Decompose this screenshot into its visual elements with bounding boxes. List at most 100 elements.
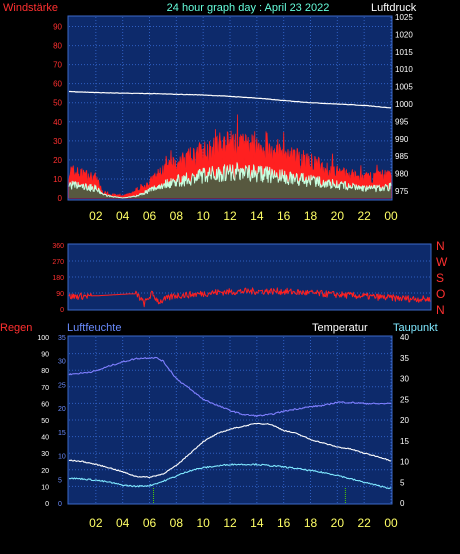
compass-label: W — [436, 255, 448, 269]
rain-tick-label: 0 — [45, 501, 49, 508]
rain-tick-label: 70 — [41, 385, 49, 392]
dewpoint-axis-title: Taupunkt — [393, 322, 438, 334]
x-tick-label: 12 — [223, 516, 237, 530]
wind-tick-label: 80 — [53, 42, 62, 51]
compass-label: O — [436, 287, 445, 301]
wind-tick-label: 30 — [53, 137, 62, 146]
x-tick-label: 20 — [331, 209, 345, 223]
pressure-series — [69, 90, 392, 109]
humidity-series — [68, 356, 392, 418]
wind-tick-label: 20 — [53, 156, 62, 165]
wind-tick-label: 40 — [53, 118, 62, 127]
humidity-axis-title: Luftfeuchte — [67, 322, 121, 334]
pressure-tick-label: 1020 — [395, 30, 413, 39]
rain-tick-label: 20 — [41, 468, 49, 475]
x-tick-label: 04 — [116, 209, 130, 223]
x-tick-label: 16 — [277, 516, 291, 530]
humidity-tick-label: 30 — [58, 359, 66, 366]
x-tick-label: 14 — [250, 516, 264, 530]
temperature-tick-label: 20 — [400, 416, 409, 425]
wind-tick-label: 50 — [53, 99, 62, 108]
direction-tick-label: 0 — [60, 307, 64, 314]
humidity-tick-label: 5 — [58, 477, 62, 484]
rain-tick-label: 30 — [41, 451, 49, 458]
humidity-tick-label: 35 — [58, 335, 66, 342]
x-tick-label: 22 — [357, 209, 371, 223]
direction-tick-label: 90 — [56, 291, 64, 298]
pressure-tick-label: 1025 — [395, 13, 413, 22]
wind-avg-series — [68, 162, 392, 199]
x-tick-label: 08 — [170, 209, 184, 223]
temperature-tick-label: 15 — [400, 437, 409, 446]
humidity-tick-label: 0 — [58, 501, 62, 508]
x-tick-label: 00 — [384, 516, 398, 530]
pressure-tick-label: 985 — [395, 152, 409, 161]
humidity-tick-label: 10 — [58, 454, 66, 461]
direction-tick-label: 360 — [52, 243, 64, 250]
rain-axis-title: Regen — [0, 322, 32, 334]
pressure-tick-label: 1005 — [395, 83, 413, 92]
dewpoint-series — [68, 463, 392, 490]
x-tick-label: 12 — [223, 209, 237, 223]
temperature-tick-label: 30 — [400, 375, 409, 384]
axis-labels: 0102030405060708090975980985990995100010… — [37, 13, 448, 530]
pressure-tick-label: 975 — [395, 187, 409, 196]
x-tick-label: 02 — [89, 209, 103, 223]
pressure-tick-label: 980 — [395, 170, 409, 179]
rain-tick-label: 60 — [41, 401, 49, 408]
temperature-axis-title: Temperatur — [312, 322, 368, 334]
x-tick-label: 18 — [304, 209, 318, 223]
direction-tick-label: 270 — [52, 259, 64, 266]
pressure-tick-label: 1015 — [395, 48, 413, 57]
x-tick-label: 06 — [143, 516, 157, 530]
rain-tick-label: 90 — [41, 352, 49, 359]
temperature-tick-label: 10 — [400, 458, 409, 467]
x-tick-label: 18 — [304, 516, 318, 530]
pressure-tick-label: 990 — [395, 135, 409, 144]
direction-tick-label: 180 — [52, 275, 64, 282]
temperature-tick-label: 5 — [400, 478, 405, 487]
data-series — [68, 90, 431, 503]
x-tick-label: 10 — [196, 516, 210, 530]
x-tick-label: 00 — [384, 209, 398, 223]
wind-tick-label: 10 — [53, 175, 62, 184]
x-tick-label: 08 — [170, 516, 184, 530]
x-tick-label: 10 — [196, 209, 210, 223]
rain-tick-label: 40 — [41, 435, 49, 442]
rain-tick-label: 100 — [37, 335, 49, 342]
direction-panel — [67, 243, 432, 311]
x-tick-label: 06 — [143, 209, 157, 223]
temperature-tick-label: 25 — [400, 395, 409, 404]
wind-direction-series — [68, 287, 431, 308]
chart-title: 24 hour graph day : April 23 2022 — [167, 2, 330, 14]
compass-label: S — [436, 271, 444, 285]
humidity-tick-label: 20 — [58, 406, 66, 413]
wind-axis-title: Windstärke — [3, 2, 58, 14]
wind-tick-label: 0 — [58, 194, 63, 203]
compass-label: N — [436, 303, 445, 317]
x-tick-label: 04 — [116, 516, 130, 530]
wind-tick-label: 70 — [53, 61, 62, 70]
x-tick-label: 02 — [89, 516, 103, 530]
pressure-tick-label: 995 — [395, 117, 409, 126]
rain-tick-label: 10 — [41, 484, 49, 491]
pressure-tick-label: 1010 — [395, 65, 413, 74]
pressure-tick-label: 1000 — [395, 100, 413, 109]
pressure-axis-title: Luftdruck — [371, 2, 417, 14]
x-tick-label: 14 — [250, 209, 264, 223]
x-tick-label: 22 — [357, 516, 371, 530]
humidity-tick-label: 25 — [58, 382, 66, 389]
rain-tick-label: 80 — [41, 368, 49, 375]
x-tick-label: 20 — [331, 516, 345, 530]
temperature-tick-label: 40 — [400, 333, 409, 342]
temperature-tick-label: 35 — [400, 354, 409, 363]
temperature-tick-label: 0 — [400, 499, 405, 508]
humidity-tick-label: 15 — [58, 430, 66, 437]
compass-label: N — [436, 239, 445, 253]
wind-tick-label: 90 — [53, 23, 62, 32]
x-tick-label: 16 — [277, 209, 291, 223]
wind-tick-label: 60 — [53, 80, 62, 89]
rain-tick-label: 50 — [41, 418, 49, 425]
temperature-series — [68, 422, 392, 479]
